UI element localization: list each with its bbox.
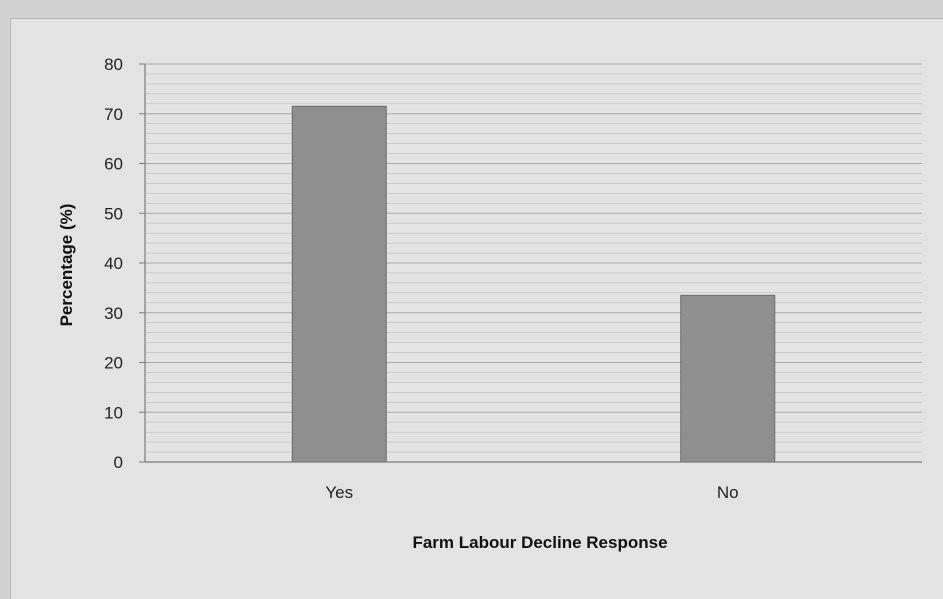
x-tick-label-yes: Yes bbox=[325, 483, 353, 502]
y-tick-label: 80 bbox=[104, 55, 123, 74]
y-axis-title: Percentage (%) bbox=[57, 204, 76, 327]
y-tick-label: 40 bbox=[104, 254, 123, 273]
gridlines bbox=[145, 63, 922, 453]
bars bbox=[291, 105, 776, 463]
x-axis-title: Farm Labour Decline Response bbox=[412, 533, 667, 552]
y-tick-label: 60 bbox=[104, 155, 123, 174]
bar-no bbox=[680, 294, 776, 463]
y-tick-labels: 0 10 20 30 40 50 60 70 80 bbox=[104, 55, 145, 472]
y-tick-label: 50 bbox=[104, 204, 123, 223]
y-tick-label: 30 bbox=[104, 304, 123, 323]
y-tick-label: 0 bbox=[114, 453, 123, 472]
x-tick-labels: Yes No bbox=[325, 483, 738, 502]
bar-yes bbox=[291, 105, 387, 463]
y-tick-label: 70 bbox=[104, 105, 123, 124]
y-tick-label: 10 bbox=[104, 403, 123, 422]
x-tick-label-no: No bbox=[717, 483, 739, 502]
chart-frame bbox=[10, 18, 943, 599]
y-tick-label: 20 bbox=[104, 354, 123, 373]
